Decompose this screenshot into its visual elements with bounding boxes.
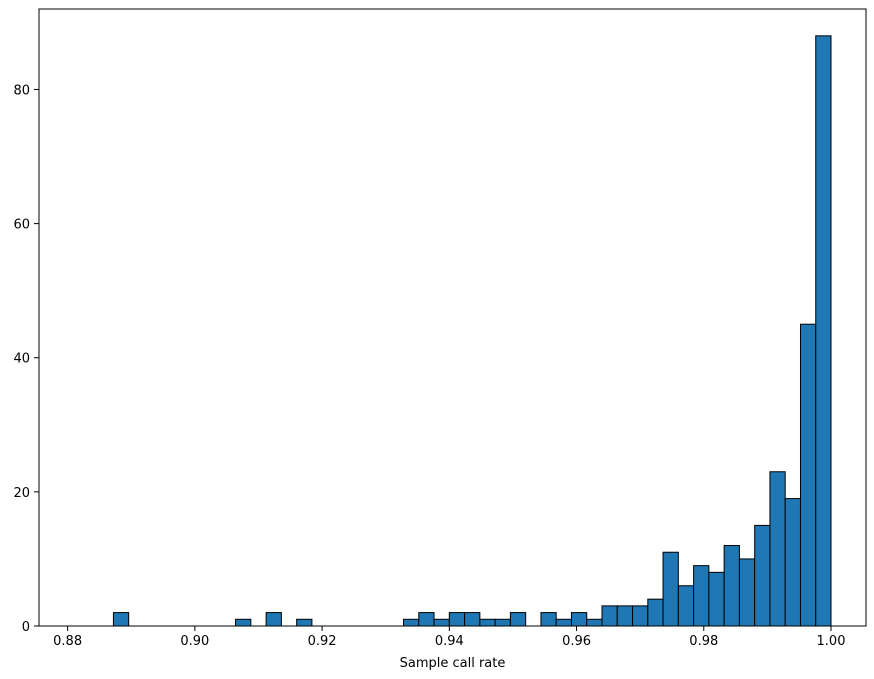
histogram-bar — [418, 612, 435, 627]
y-tick-label: 60 — [13, 218, 30, 233]
x-axis-label: Sample call rate — [400, 656, 506, 671]
histogram-bar — [555, 618, 572, 627]
histogram-bar — [708, 571, 725, 627]
histogram-bar — [570, 612, 588, 627]
y-tick-label: 0 — [22, 620, 30, 635]
histogram-bar — [693, 565, 710, 627]
x-tick-label: 0.96 — [562, 634, 591, 649]
x-tick-label: 1.00 — [817, 634, 846, 649]
histogram-bar — [799, 323, 817, 627]
histogram-bar — [433, 618, 450, 627]
bars-group — [112, 35, 832, 627]
histogram-bar — [738, 558, 756, 627]
histogram-bar — [479, 618, 496, 627]
histogram-bar — [723, 545, 740, 627]
histogram-bar — [464, 612, 481, 627]
histogram-bar — [112, 612, 130, 627]
x-tick-label: 0.92 — [308, 634, 337, 649]
x-tick-label: 0.98 — [689, 634, 718, 649]
x-tick-label: 0.90 — [180, 634, 209, 649]
histogram-bar — [235, 618, 252, 627]
y-tick-label: 40 — [13, 352, 30, 367]
histogram-bar — [494, 618, 511, 627]
histogram-bar — [403, 618, 420, 627]
histogram-bar — [784, 498, 801, 627]
histogram-bar — [509, 612, 527, 627]
histogram-bar — [769, 471, 786, 627]
histogram-bar — [601, 605, 618, 627]
x-axis: 0.88 0.90 0.92 0.94 0.96 0.98 1.00 — [53, 626, 845, 649]
histogram-bar — [540, 612, 557, 627]
x-tick-label: 0.88 — [53, 634, 82, 649]
x-tick-label: 0.94 — [435, 634, 464, 649]
histogram-bar — [677, 585, 695, 627]
histogram-bar — [647, 598, 664, 627]
histogram-bar — [296, 618, 313, 627]
histogram-bar — [754, 524, 771, 627]
y-axis: 0 20 40 60 80 — [13, 83, 39, 635]
histogram-bar — [815, 35, 832, 627]
histogram-bar — [616, 605, 634, 627]
histogram-bar — [632, 605, 649, 627]
histogram-bar — [662, 551, 679, 627]
y-tick-label: 80 — [13, 83, 30, 98]
y-tick-label: 20 — [13, 486, 30, 501]
histogram-bar — [586, 618, 603, 627]
histogram-bar — [448, 612, 466, 627]
plot-frame — [38, 8, 867, 627]
histogram-bar — [265, 612, 282, 627]
